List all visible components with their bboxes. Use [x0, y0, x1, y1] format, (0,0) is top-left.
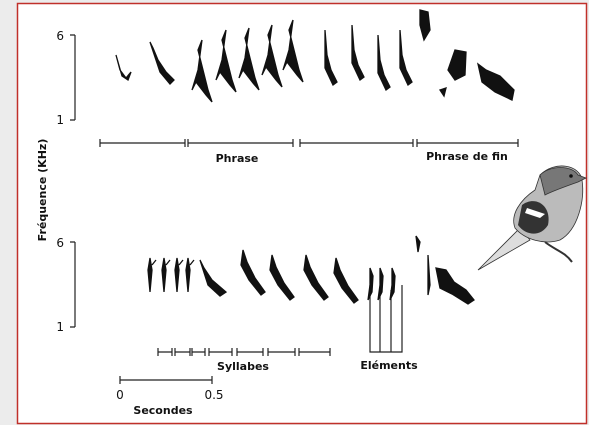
- page: 6 1 6 1 Fréquence (KHz) Phrase Phrase de…: [0, 0, 589, 425]
- tick-label: 6: [56, 236, 64, 250]
- phrase-label: Phrase: [216, 152, 259, 165]
- figure: 6 1 6 1 Fréquence (KHz) Phrase Phrase de…: [0, 0, 589, 425]
- elements-label: Eléments: [360, 359, 418, 372]
- figure-frame: [18, 4, 587, 424]
- tick-label: 1: [56, 113, 64, 127]
- y-axis-label: Fréquence (KHz): [36, 139, 49, 242]
- tick-label: 1: [56, 320, 64, 334]
- syllables-label: Syllabes: [217, 360, 269, 373]
- tick-label: 6: [56, 29, 64, 43]
- tick-label: 0: [116, 388, 124, 402]
- time-scale-label: Secondes: [133, 404, 193, 417]
- phrase-label: Phrase de fin: [426, 150, 508, 163]
- tick-label: 0.5: [204, 388, 223, 402]
